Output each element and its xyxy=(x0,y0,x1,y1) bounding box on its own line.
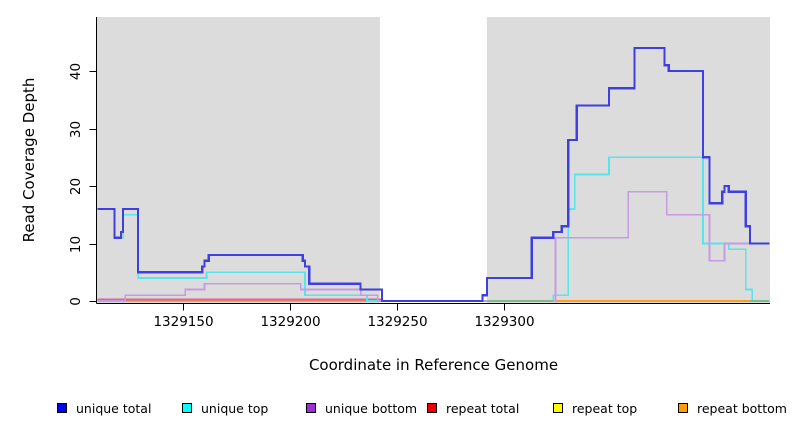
legend-swatch-icon xyxy=(427,403,437,413)
legend-item-repeat-total: repeat total xyxy=(427,399,519,417)
legend-swatch-icon xyxy=(306,403,316,413)
y-tick-label: 10 xyxy=(68,236,84,253)
legend-swatch-icon xyxy=(57,403,67,413)
legend-swatch-icon xyxy=(553,403,563,413)
no-data-gap xyxy=(379,17,487,303)
y-tick-label: 20 xyxy=(68,178,84,195)
legend-item-repeat-bottom: repeat bottom xyxy=(678,399,787,417)
y-axis-title: Read Coverage Depth xyxy=(20,77,38,243)
y-tick-label: 0 xyxy=(68,297,84,306)
legend-label: unique total xyxy=(76,400,152,416)
x-tick-label: 1329300 xyxy=(474,314,534,330)
legend-swatch-icon xyxy=(182,403,192,413)
y-tick-label: 30 xyxy=(68,121,84,138)
legend-item-unique-total: unique total xyxy=(57,399,151,417)
legend-label: repeat total xyxy=(446,400,520,416)
legend-swatch-icon xyxy=(678,403,688,413)
series-unique-total-line xyxy=(97,46,770,303)
legend-item-repeat-top: repeat top xyxy=(553,399,637,417)
legend-item-unique-bottom: unique bottom xyxy=(306,399,417,417)
legend-item-unique-top: unique top xyxy=(182,399,268,417)
legend-label: unique top xyxy=(201,400,269,416)
x-tick-label: 1329250 xyxy=(367,314,427,330)
legend-label: unique bottom xyxy=(325,400,418,416)
legend-label: repeat bottom xyxy=(697,400,787,416)
series-unique-top-line xyxy=(97,156,770,302)
legend-label: repeat top xyxy=(572,400,638,416)
legend: unique total unique top unique bottom repea… xyxy=(0,399,792,423)
x-tick-label: 1329150 xyxy=(153,314,213,330)
y-tick-label: 40 xyxy=(68,63,84,80)
x-tick-label: 1329200 xyxy=(260,314,320,330)
series-unique-bottom-line xyxy=(97,190,770,302)
x-axis-title: Coordinate in Reference Genome xyxy=(308,356,559,374)
